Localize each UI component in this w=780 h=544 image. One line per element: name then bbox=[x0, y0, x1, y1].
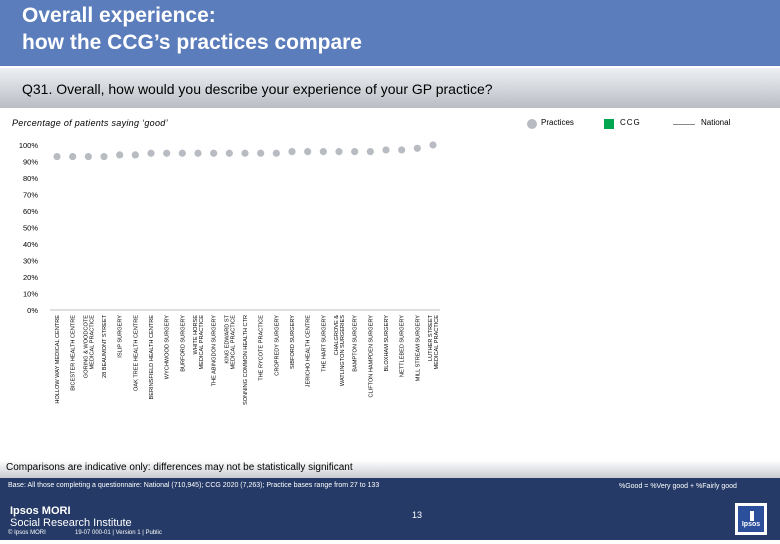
x-tick-label: THE RYCOTE PRACTICE bbox=[259, 315, 265, 381]
ipsos-logo-mark: Ipsos bbox=[738, 506, 764, 532]
good-definition-note: %Good = %Very good + %Fairly good bbox=[619, 483, 737, 490]
x-tick-label: JERICHO HEALTH CENTRE bbox=[306, 315, 312, 388]
legend-national-label: National bbox=[701, 118, 731, 127]
legend-practices-label: Practices bbox=[541, 118, 574, 127]
page-title: Overall experience: how the CCG’s practi… bbox=[22, 2, 362, 56]
x-tick-label: NETTLEBED SURGERY bbox=[400, 315, 406, 377]
practice-point bbox=[147, 149, 155, 157]
x-tick-label: THE ABINGDON SURGERY bbox=[212, 315, 218, 387]
legend-ccg-label: CCG bbox=[620, 118, 641, 127]
y-tick-label: 70% bbox=[23, 191, 38, 200]
practice-point bbox=[53, 152, 61, 161]
practice-point bbox=[241, 149, 249, 157]
data-points bbox=[53, 141, 437, 161]
y-tick-label: 20% bbox=[23, 273, 38, 282]
practice-point bbox=[398, 146, 406, 154]
x-tick-label: OAK TREE HEALTH CENTRE bbox=[133, 315, 139, 391]
y-tick-label: 90% bbox=[23, 158, 38, 167]
x-tick-label: CHALGROVE &WATLINGTON SURGERIES bbox=[334, 315, 346, 386]
x-tick-label: BERINSFIELD HEALTH CENTRE bbox=[149, 315, 155, 400]
y-tick-label: 40% bbox=[23, 240, 38, 249]
x-tick-label: GORING & WOODCOTEMEDICAL PRACTICE bbox=[83, 315, 95, 378]
y-tick-label: 80% bbox=[23, 174, 38, 183]
organisation-name: Ipsos MORI Social Research Institute bbox=[10, 505, 132, 529]
x-tick-label: LUTHER STREETMEDICAL PRACTICE bbox=[428, 314, 440, 369]
practice-point bbox=[319, 148, 327, 156]
title-line-1: Overall experience: bbox=[22, 4, 216, 27]
logo-glyph-icon bbox=[750, 511, 754, 521]
chart-title: Percentage of patients saying ‘good’ bbox=[12, 118, 168, 128]
comparisons-band bbox=[0, 460, 780, 478]
base-note: Base: All those completing a questionnai… bbox=[8, 482, 380, 489]
question-band bbox=[0, 68, 780, 108]
y-tick-label: 30% bbox=[23, 257, 38, 266]
practice-point bbox=[366, 148, 374, 156]
x-tick-label: HOLLOW WAY MEDICAL CENTRE bbox=[55, 315, 61, 404]
y-tick-label: 50% bbox=[23, 224, 38, 233]
job-reference: 19-07 000-01 | Version 1 | Public bbox=[75, 530, 162, 536]
x-tick-label: CROPREDY SURGERY bbox=[274, 315, 280, 376]
page-number: 13 bbox=[412, 510, 423, 520]
x-tick-label: SONNING COMMON HEALTH CTR bbox=[243, 315, 249, 405]
x-tick-label: MILL STREAM SURGERY bbox=[415, 315, 421, 381]
y-tick-label: 100% bbox=[19, 141, 39, 150]
x-tick-label: 28 BEAUMONT STREET bbox=[102, 314, 108, 378]
practice-point bbox=[304, 148, 312, 156]
practice-point bbox=[351, 148, 359, 156]
org-name-line-2: Social Research Institute bbox=[10, 517, 132, 529]
legend-practices-swatch bbox=[527, 119, 537, 129]
x-axis-labels: HOLLOW WAY MEDICAL CENTRE BICESTER HEALTH… bbox=[55, 314, 440, 405]
x-tick-label: WYCHWOOD SURGERY bbox=[165, 315, 171, 379]
practice-point bbox=[335, 148, 343, 156]
x-tick-label: BAMPTON SURGERY bbox=[353, 315, 359, 372]
practice-point bbox=[382, 146, 390, 154]
practice-point bbox=[210, 149, 218, 157]
x-tick-label: CLIFTON HAMPDEN SURGERY bbox=[368, 315, 374, 398]
y-tick-label: 0% bbox=[27, 306, 38, 315]
practices-scatter-chart: 0% 10% 20% 30% 40% 50% 60% 70% 80% 90% 100% HOLLOW… bbox=[19, 141, 440, 405]
practice-point bbox=[131, 151, 139, 159]
practice-point bbox=[116, 151, 124, 159]
legend-national-swatch bbox=[673, 124, 695, 125]
practice-point bbox=[84, 152, 92, 161]
practice-point bbox=[257, 149, 265, 157]
comparisons-note: Comparisons are indicative only: differe… bbox=[6, 462, 353, 473]
org-name-line-1: Ipsos MORI bbox=[10, 505, 71, 517]
x-tick-label: BICESTER HEALTH CENTRE bbox=[71, 315, 77, 391]
practice-point bbox=[429, 141, 437, 149]
practice-point bbox=[272, 149, 280, 157]
practice-point bbox=[413, 144, 421, 152]
practice-point bbox=[69, 152, 77, 161]
footer-bar bbox=[0, 478, 780, 540]
y-tick-label: 60% bbox=[23, 207, 38, 216]
x-tick-label: ISLIP SURGERY bbox=[118, 315, 124, 358]
y-axis: 0% 10% 20% 30% 40% 50% 60% 70% 80% 90% 100% bbox=[19, 141, 440, 315]
y-tick-label: 10% bbox=[23, 290, 38, 299]
x-tick-label: KING EDWARD STMEDICAL PRACTICE bbox=[224, 314, 236, 369]
x-tick-label: WHITE HORSEMEDICAL PRACTICE bbox=[193, 315, 205, 370]
title-line-2: how the CCG’s practices compare bbox=[22, 31, 362, 54]
legend-ccg-swatch bbox=[604, 119, 614, 129]
logo-text: Ipsos bbox=[741, 521, 761, 528]
practice-point bbox=[178, 149, 186, 157]
practice-point bbox=[288, 148, 296, 156]
practice-point bbox=[100, 152, 108, 161]
copyright-text: © Ipsos MORI bbox=[8, 530, 46, 536]
header-banner bbox=[0, 0, 780, 66]
x-tick-label: BURFORD SURGERY bbox=[180, 315, 186, 372]
practice-point bbox=[194, 149, 202, 157]
practice-point bbox=[163, 149, 171, 157]
ipsos-logo: Ipsos bbox=[735, 503, 767, 535]
question-text: Q31. Overall, how would you describe you… bbox=[22, 81, 493, 97]
x-tick-label: BLOXHAM SURGERY bbox=[384, 315, 390, 372]
x-tick-label: THE HART SURGERY bbox=[321, 315, 327, 372]
x-tick-label: SIBFORD SURGERY bbox=[290, 315, 296, 369]
practice-point bbox=[225, 149, 233, 157]
